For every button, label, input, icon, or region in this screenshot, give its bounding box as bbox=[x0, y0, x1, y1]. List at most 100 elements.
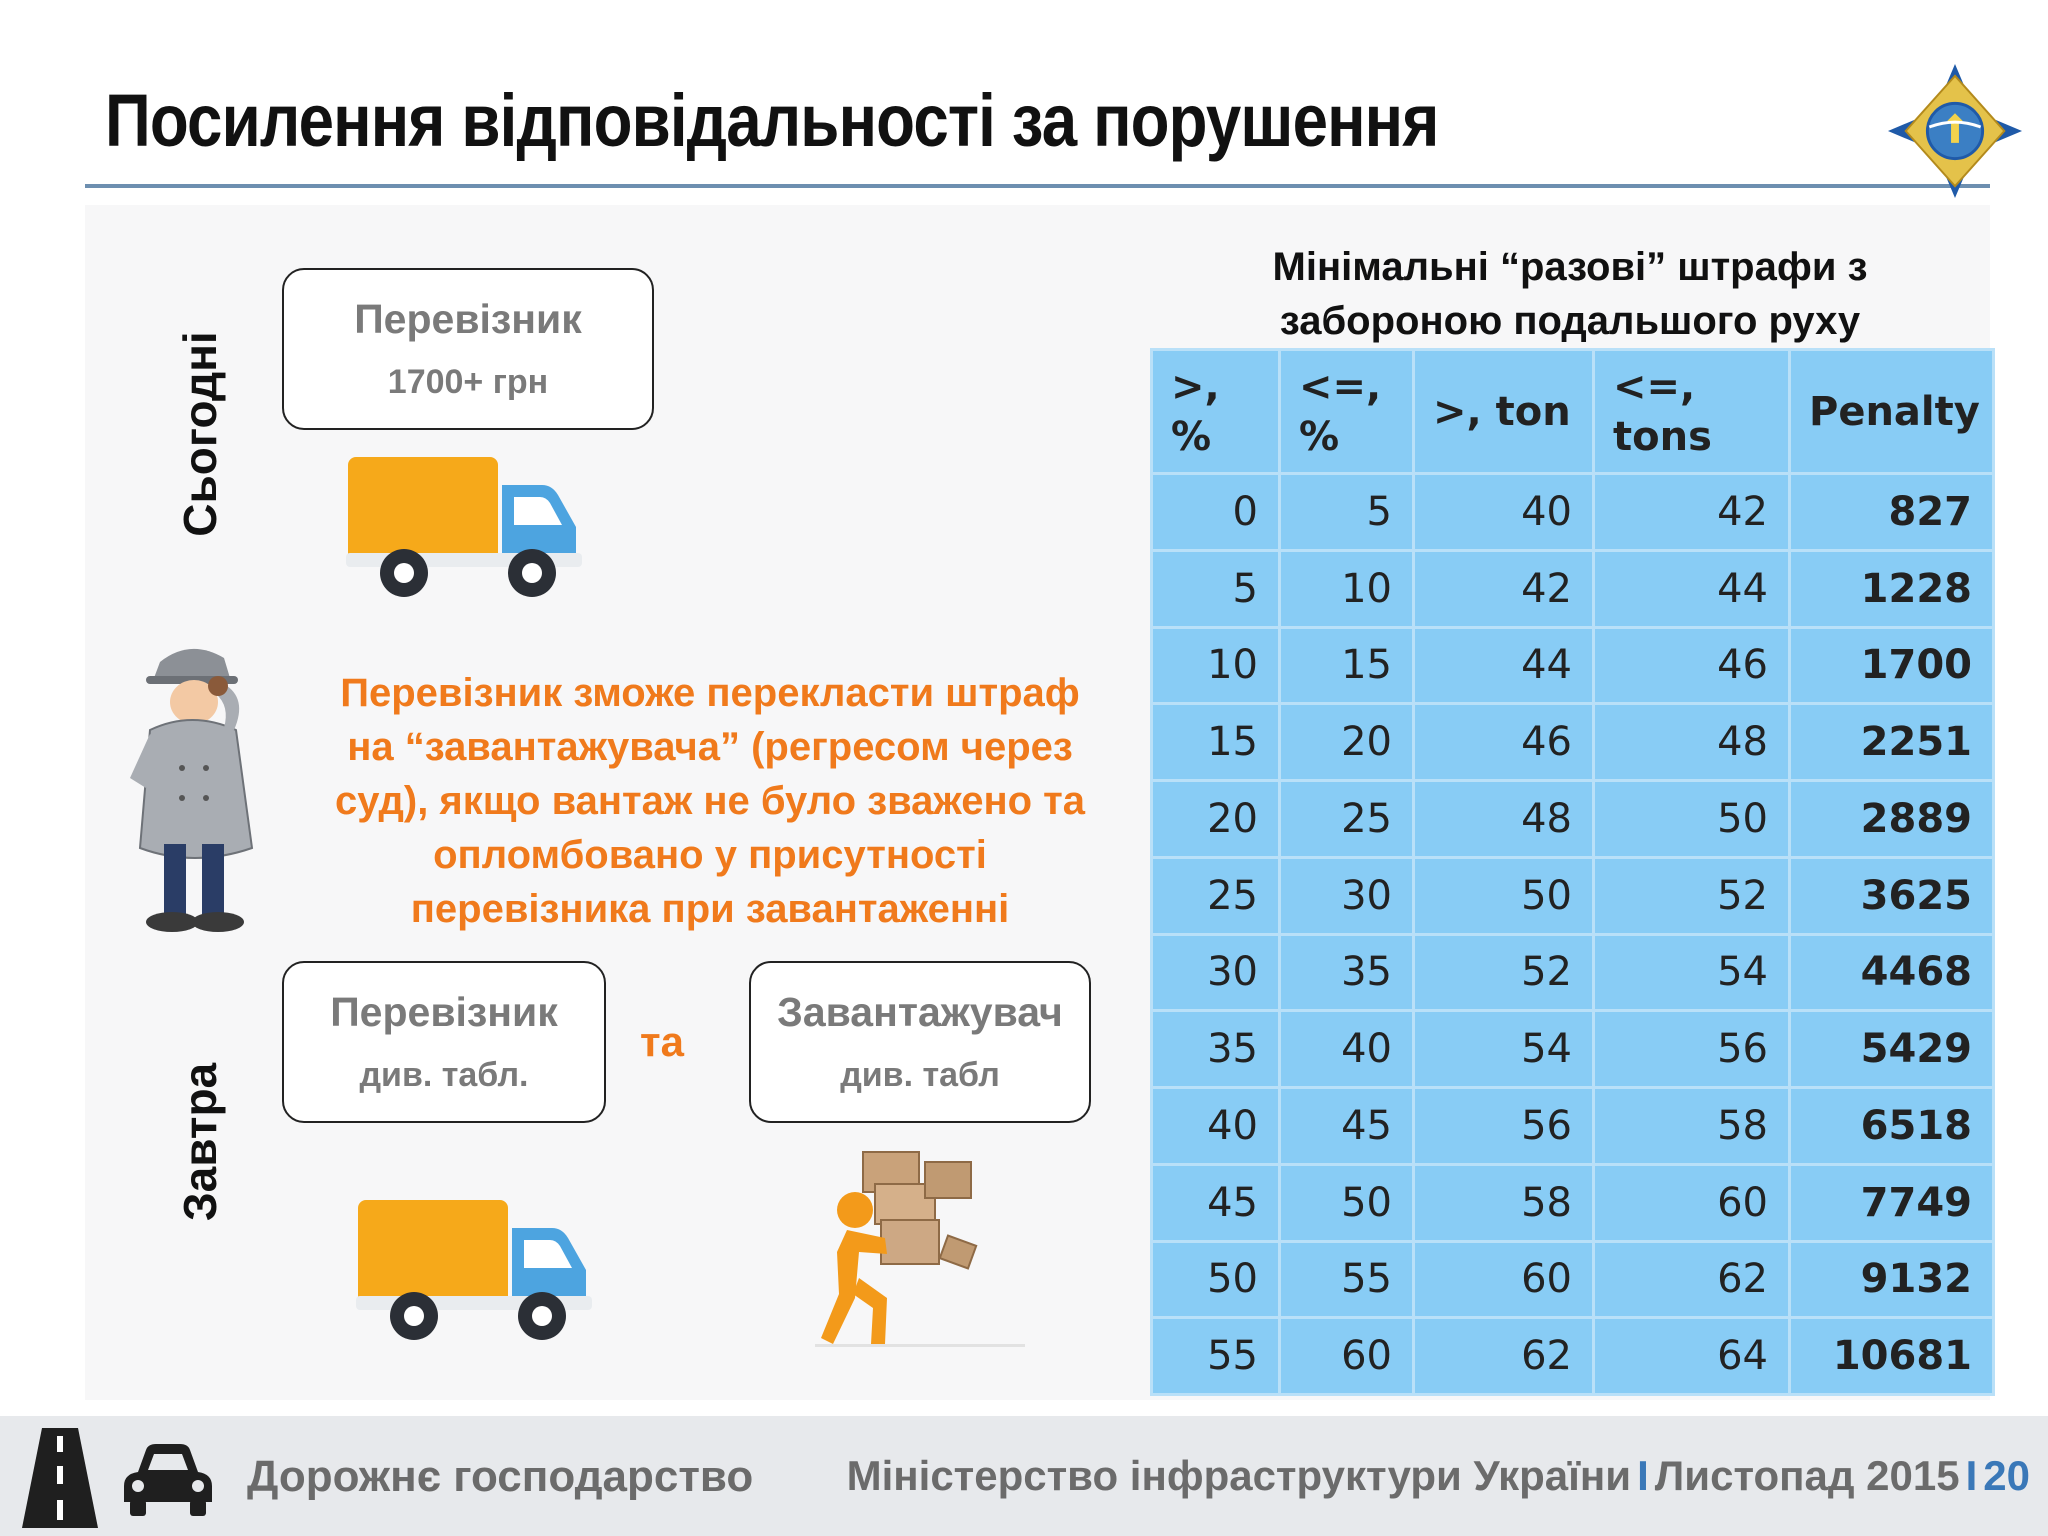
loader-figure-icon bbox=[815, 1151, 1025, 1347]
penalty-cell: 827 bbox=[1788, 472, 1995, 552]
footer-date: Листопад 2015 bbox=[1654, 1452, 1960, 1499]
tomorrow-label: Завтра bbox=[174, 1062, 226, 1222]
footer-ministry: Міністерство інфраструктури України bbox=[846, 1452, 1632, 1499]
today-carrier-box: Перевізник 1700+ грн bbox=[282, 268, 654, 430]
tomorrow-carrier-title: Перевізник bbox=[330, 989, 558, 1035]
penalty-cell: 2889 bbox=[1788, 779, 1995, 859]
inspector-figure-icon bbox=[130, 648, 254, 932]
table-cell: 20 bbox=[1150, 779, 1281, 859]
table-header-row: >, % <=, % >, ton <=, tons Penalty bbox=[1150, 348, 1995, 475]
penalty-cell: 4468 bbox=[1788, 932, 1995, 1013]
table-cell: 60 bbox=[1412, 1239, 1595, 1320]
table-cell: 62 bbox=[1592, 1239, 1791, 1320]
header-cell: <=, tons bbox=[1592, 348, 1791, 475]
table-cell: 42 bbox=[1592, 472, 1791, 552]
table-cell: 54 bbox=[1592, 932, 1791, 1013]
table-cell: 55 bbox=[1150, 1316, 1281, 1396]
table-cell: 15 bbox=[1278, 625, 1415, 706]
table-cell: 40 bbox=[1412, 472, 1595, 552]
table-cell: 46 bbox=[1592, 625, 1791, 706]
header-cell: <=, % bbox=[1278, 348, 1415, 475]
table-row: 40 45 56 58 6518 bbox=[1150, 1086, 1995, 1166]
table-cell: 42 bbox=[1412, 548, 1595, 629]
table-cell: 44 bbox=[1412, 625, 1595, 706]
table-row: 20 25 48 50 2889 bbox=[1150, 779, 1995, 859]
footer-section-name: Дорожнє господарство bbox=[247, 1452, 754, 1501]
table-title: Мінімальні “разові” штрафи з забороною п… bbox=[1272, 245, 1868, 343]
road-icon bbox=[22, 1428, 98, 1528]
table-cell: 50 bbox=[1150, 1239, 1281, 1320]
table-cell: 58 bbox=[1592, 1086, 1791, 1166]
penalty-cell: 6518 bbox=[1788, 1086, 1995, 1166]
footer-ministry-info: Міністерство інфраструктури України I Лист… bbox=[847, 1452, 2030, 1500]
table-cell: 58 bbox=[1412, 1162, 1595, 1243]
table-cell: 50 bbox=[1412, 855, 1595, 936]
table-row: 35 40 54 56 5429 bbox=[1150, 1009, 1995, 1089]
table-cell: 50 bbox=[1278, 1162, 1415, 1243]
header-cell: >, % bbox=[1150, 348, 1281, 475]
regress-note: Перевізник зможе перекласти штраф на “за… bbox=[335, 671, 1085, 931]
car-icon bbox=[124, 1444, 212, 1516]
penalty-cell: 1228 bbox=[1788, 548, 1995, 629]
table-cell: 56 bbox=[1592, 1009, 1791, 1089]
penalty-cell: 9132 bbox=[1788, 1239, 1995, 1320]
table-cell: 10 bbox=[1150, 625, 1281, 706]
page-title: Посилення відповідальності за порушення bbox=[105, 79, 1439, 162]
table-cell: 60 bbox=[1592, 1162, 1791, 1243]
today-label: Сьогодні bbox=[174, 331, 226, 537]
tomorrow-loader-subtitle: див. табл bbox=[840, 1056, 1000, 1094]
title-divider bbox=[85, 184, 1990, 188]
table-cell: 64 bbox=[1592, 1316, 1791, 1396]
penalty-cell: 2251 bbox=[1788, 702, 1995, 782]
table-cell: 5 bbox=[1278, 472, 1415, 552]
table-cell: 52 bbox=[1592, 855, 1791, 936]
table-cell: 62 bbox=[1412, 1316, 1595, 1396]
table-cell: 52 bbox=[1412, 932, 1595, 1013]
table-row: 15 20 46 48 2251 bbox=[1150, 702, 1995, 782]
table-cell: 30 bbox=[1150, 932, 1281, 1013]
penalty-cell: 7749 bbox=[1788, 1162, 1995, 1243]
table-cell: 15 bbox=[1150, 702, 1281, 782]
table-cell: 60 bbox=[1278, 1316, 1415, 1396]
table-row: 55 60 62 64 10681 bbox=[1150, 1316, 1995, 1396]
conjunction-label: та bbox=[640, 1018, 684, 1065]
footer-separator: I bbox=[1637, 1452, 1649, 1499]
table-cell: 48 bbox=[1412, 779, 1595, 859]
table-cell: 35 bbox=[1150, 1009, 1281, 1089]
table-cell: 45 bbox=[1278, 1086, 1415, 1166]
table-cell: 46 bbox=[1412, 702, 1595, 782]
penalty-cell: 10681 bbox=[1788, 1316, 1995, 1396]
table-cell: 25 bbox=[1278, 779, 1415, 859]
fines-table: >, % <=, % >, ton <=, tons Penalty 0 5 40 4… bbox=[1150, 348, 1995, 1396]
header-cell: >, ton bbox=[1412, 348, 1595, 475]
table-cell: 0 bbox=[1150, 472, 1281, 552]
table-cell: 50 bbox=[1592, 779, 1791, 859]
table-cell: 55 bbox=[1278, 1239, 1415, 1320]
today-carrier-title: Перевізник bbox=[354, 296, 582, 342]
table-cell: 5 bbox=[1150, 548, 1281, 629]
truck-icon bbox=[356, 1200, 592, 1340]
page-number: 20 bbox=[1983, 1452, 2030, 1499]
penalty-cell: 5429 bbox=[1788, 1009, 1995, 1089]
table-cell: 40 bbox=[1278, 1009, 1415, 1089]
table-row: 0 5 40 42 827 bbox=[1150, 472, 1995, 552]
table-cell: 30 bbox=[1278, 855, 1415, 936]
table-row: 25 30 50 52 3625 bbox=[1150, 855, 1995, 936]
tomorrow-loader-box: Завантажувач див. табл bbox=[749, 961, 1091, 1123]
table-cell: 10 bbox=[1278, 548, 1415, 629]
table-cell: 35 bbox=[1278, 932, 1415, 1013]
today-carrier-subtitle: 1700+ грн bbox=[387, 363, 549, 401]
table-row: 30 35 52 54 4468 bbox=[1150, 932, 1995, 1013]
table-row: 5 10 42 44 1228 bbox=[1150, 548, 1995, 629]
table-cell: 40 bbox=[1150, 1086, 1281, 1166]
table-row: 45 50 58 60 7749 bbox=[1150, 1162, 1995, 1243]
tomorrow-carrier-box: Перевізник див. табл. bbox=[282, 961, 606, 1123]
ministry-emblem-icon bbox=[1887, 63, 2023, 199]
table-cell: 20 bbox=[1278, 702, 1415, 782]
footer-bar bbox=[0, 1416, 2048, 1536]
footer-separator: I bbox=[1965, 1452, 1978, 1499]
header-cell: Penalty bbox=[1788, 348, 1995, 475]
table-cell: 45 bbox=[1150, 1162, 1281, 1243]
table-cell: 48 bbox=[1592, 702, 1791, 782]
table-cell: 54 bbox=[1412, 1009, 1595, 1089]
